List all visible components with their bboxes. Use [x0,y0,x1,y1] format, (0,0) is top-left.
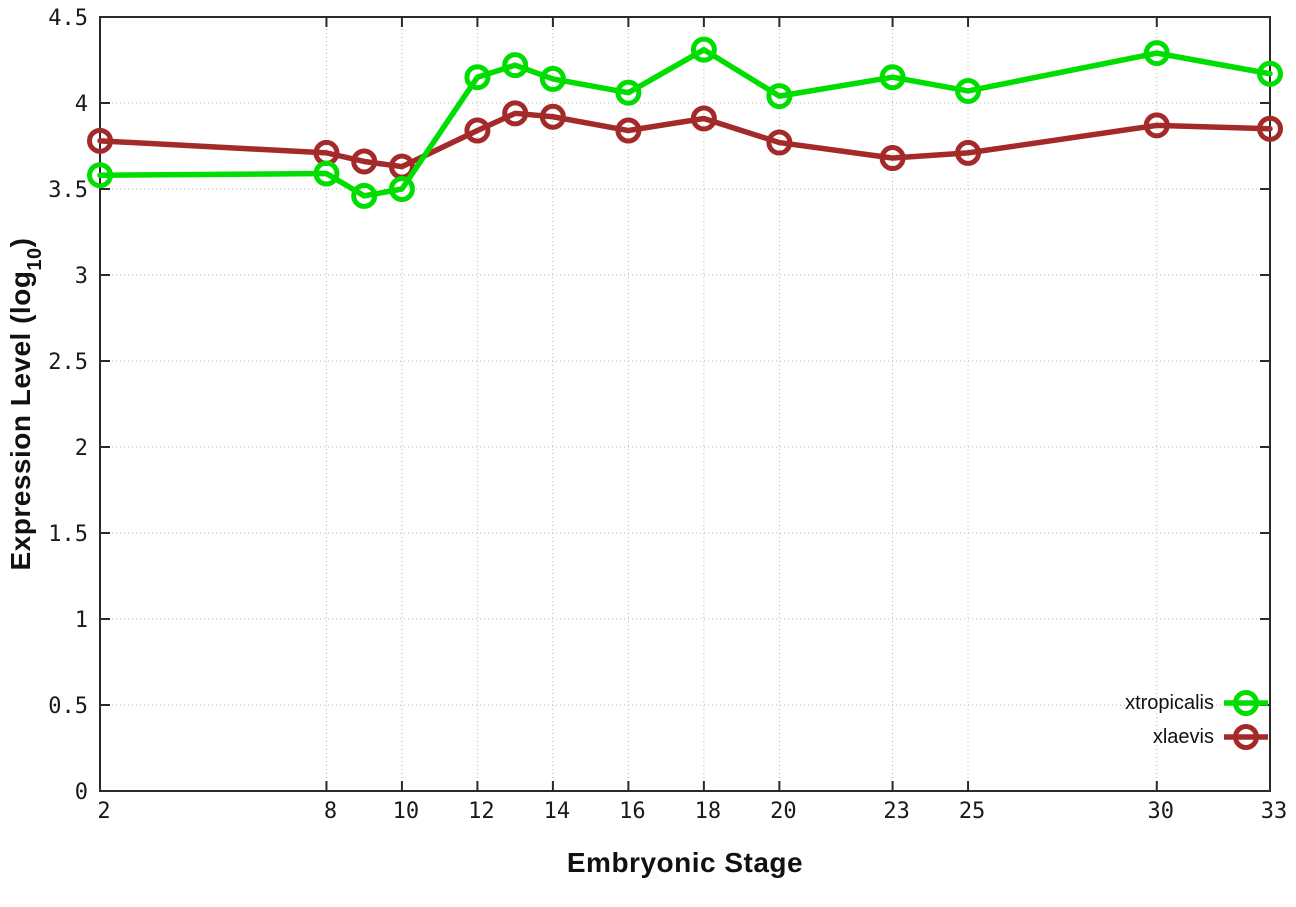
legend-marker-xlaevis-icon [1224,724,1268,750]
data-point-xtropicalis-stage-14 [539,65,566,92]
x-tick-label-12: 12 [468,799,495,824]
y-tick-label-2: 2 [75,436,88,461]
axis-ticks: 2 8 10 12 14 16 18 20 23 25 30 33 0 0.5 1 1.5 2 2.5 3 3.5 4 4… [48,6,1287,824]
x-tick-label-25: 25 [959,799,986,824]
y-axis-title: Expression Level (log10) [5,237,46,571]
legend-label-xlaevis: xlaevis [1152,725,1214,748]
data-point-xtropicalis-stage-10 [388,176,415,202]
data-point-xtropicalis-stage-16 [615,79,642,106]
data-point-xlaevis-stage-13 [502,100,529,127]
x-tick-label-20: 20 [770,799,797,824]
x-tick-label-14: 14 [544,799,571,824]
series-xlaevis [87,100,1283,180]
data-point-xtropicalis-stage-30 [1143,40,1170,67]
series-xtropicalis [87,36,1283,209]
plot-border [99,16,1271,792]
data-point-xlaevis-stage-33 [1257,115,1283,142]
data-point-xtropicalis-stage-18 [690,36,717,63]
x-tick-label-18: 18 [695,799,722,824]
data-point-xtropicalis-stage-33 [1257,60,1283,87]
y-tick-label-0.5: 0.5 [48,694,88,719]
series-line-xlaevis [97,110,1273,170]
data-point-xlaevis-stage-20 [766,129,793,156]
legend-entry-xtropicalis: xtropicalis [1125,686,1270,720]
data-point-xtropicalis-stage-2 [87,162,113,189]
x-tick-label-2: 2 [97,799,110,824]
data-point-xtropicalis-stage-13 [502,52,529,79]
y-tick-label-3: 3 [75,264,88,289]
y-tick-label-1.5: 1.5 [48,522,88,547]
data-point-xlaevis-stage-18 [690,105,717,132]
x-tick-label-10: 10 [393,799,420,824]
data-point-xlaevis-stage-2 [87,127,113,154]
legend-marker-xtropicalis-icon [1224,690,1268,716]
x-tick-label-33: 33 [1261,799,1288,824]
x-tick-label-16: 16 [619,799,646,824]
data-point-xlaevis-stage-14 [539,103,566,130]
data-point-xlaevis-stage-25 [955,139,982,166]
y-axis-title-main: Expression Level (log [5,270,37,571]
data-point-xlaevis-stage-30 [1143,112,1170,139]
data-point-xlaevis-stage-16 [615,117,642,144]
y-tick-label-3.5: 3.5 [48,178,88,203]
y-tick-label-0: 0 [75,780,88,805]
legend: xtropicalis xlaevis [1125,686,1270,754]
x-axis-title: Embryonic Stage [566,847,804,878]
data-point-xlaevis-stage-23 [879,145,906,172]
data-point-xlaevis-stage-9 [351,148,378,175]
y-axis-title-suffix: ) [5,237,37,248]
legend-entry-xlaevis: xlaevis [1153,720,1270,754]
y-tick-label-4.5: 4.5 [48,6,88,31]
data-point-xlaevis-stage-12 [464,117,491,144]
data-point-xtropicalis-stage-8 [313,160,340,187]
data-point-xtropicalis-stage-12 [464,64,491,91]
x-tick-label-23: 23 [883,799,910,824]
data-point-xtropicalis-stage-25 [955,77,982,104]
data-point-xtropicalis-stage-23 [879,64,906,91]
y-axis-title-subscript: 10 [23,247,46,271]
data-point-xtropicalis-stage-9 [351,182,378,209]
x-tick-label-30: 30 [1148,799,1175,824]
x-tick-label-8: 8 [324,799,337,824]
y-tick-label-4: 4 [75,92,88,117]
data-point-xtropicalis-stage-20 [766,83,793,110]
y-tick-label-1: 1 [75,608,88,633]
y-tick-label-2.5: 2.5 [48,350,88,375]
legend-label-xtropicalis: xtropicalis [1125,691,1214,714]
